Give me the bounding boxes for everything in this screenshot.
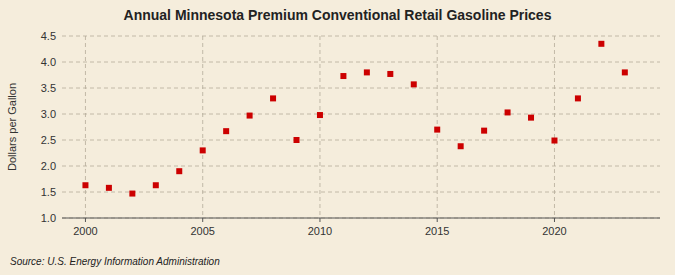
y-grid-line [62, 218, 660, 219]
source-note: Source: U.S. Energy Information Administ… [10, 256, 220, 267]
point [458, 143, 464, 149]
y-tick-label: 1.5 [41, 186, 56, 198]
point [317, 112, 323, 118]
point [622, 69, 628, 75]
points [82, 41, 627, 197]
y-grid-line [62, 36, 660, 37]
y-grid-line [62, 140, 660, 141]
point [340, 73, 346, 79]
point [223, 128, 229, 134]
point [153, 182, 159, 188]
point [434, 127, 440, 133]
x-tick [202, 218, 203, 222]
x-grid-line [319, 36, 320, 218]
point [528, 115, 534, 121]
point [106, 185, 112, 191]
y-tick-label: 1.0 [41, 212, 56, 224]
y-tick-label: 4.5 [41, 30, 56, 42]
point [129, 191, 135, 197]
x-grid-line [85, 36, 86, 218]
point [270, 95, 276, 101]
x-axis-line [62, 218, 660, 219]
point [575, 95, 581, 101]
x-tick-label: 2005 [190, 225, 214, 237]
y-grid-line [62, 114, 660, 115]
y-tick-label: 3.0 [41, 108, 56, 120]
point [82, 182, 88, 188]
x-grid-line [202, 36, 203, 218]
x-tick [319, 218, 320, 222]
point [411, 81, 417, 87]
y-grid-line [62, 166, 660, 167]
point [200, 147, 206, 153]
x-tick-label: 2010 [308, 225, 332, 237]
x-axis: 2000 2005 2010 2015 2020 [73, 218, 567, 237]
x-tick-label: 2000 [73, 225, 97, 237]
x-tick-label: 2015 [425, 225, 449, 237]
point [294, 137, 300, 143]
y-tick-label: 4.0 [41, 56, 56, 68]
y-axis-label: Dollars per Gallon [6, 83, 18, 171]
title: Annual Minnesota Premium Conventional Re… [124, 7, 552, 23]
point [505, 109, 511, 115]
x-tick [85, 218, 86, 222]
point [364, 69, 370, 75]
point [481, 128, 487, 134]
point [176, 168, 182, 174]
point [551, 138, 557, 144]
y-grid-line [62, 88, 660, 89]
y-axis: 1.0 1.5 2.0 2.5 3.0 3.5 4.0 4.5 [41, 30, 56, 224]
y-tick-label: 2.0 [41, 160, 56, 172]
x-grid-line [554, 36, 555, 218]
grid [62, 36, 660, 218]
x-tick [554, 218, 555, 222]
y-tick-label: 2.5 [41, 134, 56, 146]
x-tick-label: 2020 [542, 225, 566, 237]
point [387, 71, 393, 77]
y-grid-line [62, 192, 660, 193]
chart: 1.0 1.5 2.0 2.5 3.0 3.5 4.0 4.5 2000 2005 2010 2015… [0, 0, 675, 275]
point [247, 113, 253, 119]
x-tick [437, 218, 438, 222]
y-tick-label: 3.5 [41, 82, 56, 94]
y-grid-line [62, 62, 660, 63]
point [598, 41, 604, 47]
